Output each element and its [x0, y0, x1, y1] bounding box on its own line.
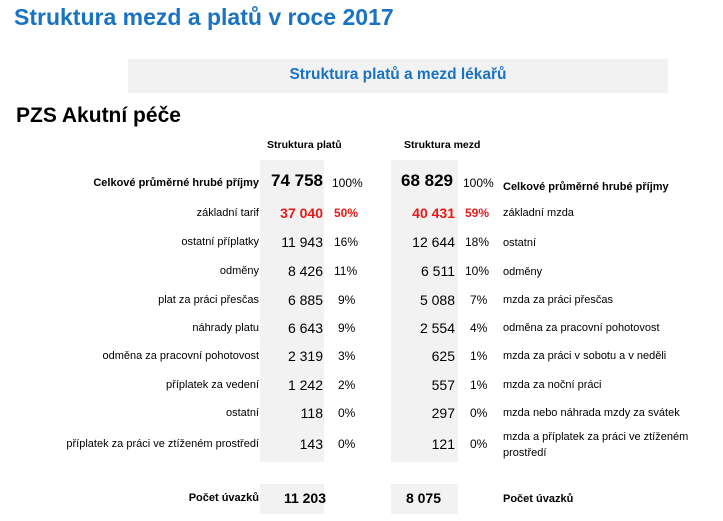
mzda-pct-row: 0% — [470, 437, 488, 451]
plat-values-column-bg — [260, 160, 324, 462]
plat-pct-row: 9% — [338, 293, 356, 307]
plat-value-row: 118 — [300, 405, 323, 421]
plat-label-row: ostatní příplatky — [181, 236, 259, 248]
plat-pct-row: 16% — [334, 235, 359, 249]
plat-label-row: ostatní — [225, 407, 259, 419]
plat-pct-total: 100% — [332, 176, 363, 190]
plat-label-row: základní tarif — [196, 207, 259, 219]
plat-value-row: 1 242 — [287, 377, 323, 393]
mzda-value-total: 68 829 — [401, 171, 453, 190]
mzda-label-row: odměna za pracovní pohotovost — [503, 322, 660, 334]
page-title: Struktura mezd a platů v roce 2017 — [14, 4, 394, 30]
plat-value-row: 37 040 — [280, 205, 323, 221]
mzda-value-row: 625 — [431, 348, 455, 364]
mzda-label-total: Celkové průměrné hrubé příjmy — [503, 181, 669, 193]
mzda-value-row: 5 088 — [419, 292, 455, 308]
mzda-pct-row: 7% — [470, 293, 488, 307]
mzda-pct-row: 10% — [465, 264, 490, 278]
plat-value-row: 8 426 — [287, 263, 323, 279]
mzda-label-row: odměny — [503, 266, 543, 278]
mzda-value-row: 121 — [431, 436, 455, 452]
plat-pct-row: 50% — [334, 206, 359, 220]
plat-pct-row: 3% — [338, 349, 356, 363]
mzda-label-row: mzda za práci přesčas — [503, 294, 614, 306]
mzda-value-row: 40 431 — [412, 205, 455, 221]
mzda-label-row: mzda a příplatek za práci ve ztíženém pr… — [503, 431, 689, 459]
plat-label-row: náhrady platu — [192, 322, 259, 334]
plat-footer-bg — [260, 484, 324, 514]
mzda-pct-row: 1% — [470, 378, 488, 392]
plat-value-row: 11 943 — [281, 234, 323, 250]
column-header-platy: Struktura platů — [267, 139, 342, 151]
mzda-label-row: mzda za práci v sobotu a v neděli — [503, 350, 667, 362]
mzda-pct-row: 4% — [470, 321, 488, 335]
mzda-label-uvazky: Počet úvazků — [503, 493, 574, 505]
mzda-value-row: 6 511 — [421, 263, 455, 279]
plat-pct-row: 0% — [338, 437, 356, 451]
mzda-label-row: ostatní — [503, 237, 537, 249]
plat-label-row: odměny — [219, 265, 259, 277]
mzda-label-row: mzda nebo náhrada mzdy za svátek — [503, 407, 680, 419]
plat-value-total: 74 758 — [271, 171, 323, 190]
mzda-pct-row: 59% — [465, 206, 490, 220]
mzda-pct-row: 18% — [465, 235, 490, 249]
plat-value-row: 143 — [299, 436, 323, 452]
mzda-value-row: 557 — [431, 377, 455, 393]
plat-label-total: Celkové průměrné hrubé příjmy — [93, 177, 259, 189]
plat-value-uvazky: 11 203 — [283, 490, 326, 506]
plat-value-row: 6 885 — [287, 292, 323, 308]
mzda-label-row: základní mzda — [503, 207, 574, 219]
mzda-label-row: mzda za noční práci — [503, 379, 602, 391]
plat-pct-row: 0% — [338, 406, 356, 420]
mzda-value-uvazky: 8 075 — [405, 490, 441, 506]
plat-label-row: plat za práci přesčas — [158, 294, 259, 306]
mzda-pct-total: 100% — [463, 176, 494, 190]
plat-pct-row: 9% — [338, 321, 356, 335]
mzda-value-row: 297 — [431, 405, 455, 421]
plat-pct-row: 2% — [338, 378, 356, 392]
plat-pct-row: 11% — [334, 264, 358, 278]
mzda-footer-bg — [391, 484, 458, 514]
banner-title: Struktura platů a mezd lékařů — [289, 66, 507, 83]
mzda-value-row: 12 644 — [412, 234, 455, 250]
plat-label-uvazky: Počet úvazků — [188, 492, 259, 504]
plat-label-row: odměna za pracovní pohotovost — [102, 350, 259, 362]
plat-value-row: 6 643 — [287, 320, 323, 336]
mzda-values-column-bg — [391, 160, 458, 462]
plat-value-row: 2 319 — [287, 348, 323, 364]
column-header-mzdy: Struktura mezd — [404, 139, 481, 151]
section-title: PZS Akutní péče — [16, 104, 181, 127]
plat-label-row: příplatek za práci ve ztíženém prostředí — [66, 438, 259, 450]
mzda-pct-row: 0% — [470, 406, 488, 420]
mzda-pct-row: 1% — [470, 349, 488, 363]
banner-background — [128, 59, 668, 93]
mzda-value-row: 2 554 — [419, 320, 455, 336]
plat-label-row: příplatek za vedení — [166, 379, 259, 391]
